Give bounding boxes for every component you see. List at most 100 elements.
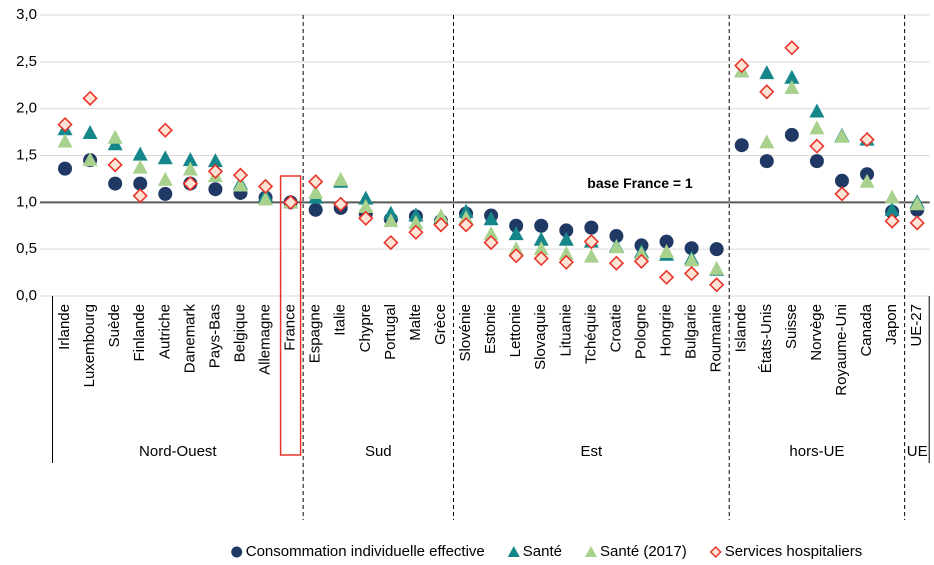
x-tick-label: Slovaquie: [532, 304, 549, 370]
group-label: UE: [907, 443, 928, 460]
x-tick-label: Luxembourg: [81, 304, 98, 387]
diamond: [709, 277, 725, 293]
triangle: [107, 129, 123, 144]
triangle: [182, 152, 198, 167]
x-tick-label: Bulgarie: [683, 304, 700, 359]
dot: [133, 176, 148, 191]
x-tick-label: Allemagne: [257, 304, 274, 375]
diamond: [157, 122, 173, 138]
y-tick-label: 2,0: [16, 100, 37, 117]
x-tick-label: Estonie: [482, 304, 499, 354]
triangle: [809, 120, 825, 135]
dot: [734, 138, 749, 153]
group-label: Nord-Ouest: [139, 443, 217, 460]
legend-marker: [231, 546, 243, 558]
triangle: [784, 69, 800, 84]
triangle: [57, 133, 73, 148]
triangle: [583, 248, 599, 263]
triangle: [533, 231, 549, 246]
x-tick-label: Irlande: [56, 304, 73, 350]
highlight-box: [279, 175, 302, 456]
diamond: [483, 234, 499, 251]
triangle: [508, 226, 524, 241]
triangle: [909, 196, 925, 211]
dot: [584, 220, 599, 235]
triangle: [82, 152, 98, 167]
diamond: [308, 174, 324, 190]
dot: [534, 218, 549, 233]
diamond: [433, 217, 449, 233]
legend-marker: [709, 545, 722, 559]
x-tick-label: Chypre: [357, 304, 374, 352]
diamond: [583, 234, 599, 250]
triangle: [182, 161, 198, 176]
dot: [108, 176, 123, 191]
y-tick-label: 1,5: [16, 146, 37, 163]
group-label: Sud: [365, 443, 392, 460]
triangle: [759, 134, 775, 149]
triangle: [358, 199, 374, 214]
x-tick-label: États-Unis: [758, 304, 775, 373]
legend-item: Santé (2017): [584, 543, 687, 560]
diamond: [533, 250, 549, 267]
x-tick-label: Portugal: [382, 304, 399, 360]
triangle: [157, 171, 173, 186]
diamond: [784, 40, 800, 56]
diamond: [834, 186, 850, 202]
diamond: [383, 234, 399, 251]
x-tick-label: Japon: [883, 304, 900, 345]
dot: [784, 127, 799, 142]
triangle: [633, 245, 649, 260]
triangle: [784, 80, 800, 95]
diamond: [132, 188, 148, 204]
triangle: [859, 173, 875, 188]
triangle: [433, 208, 449, 223]
triangle: [132, 146, 148, 161]
triangle: [483, 226, 499, 241]
triangle: [709, 260, 725, 275]
dot: [609, 229, 624, 244]
diamond: [207, 163, 224, 180]
x-tick-label: Danemark: [181, 304, 198, 374]
triangle: [834, 128, 850, 143]
dot: [834, 173, 849, 188]
triangle: [82, 125, 98, 140]
dot: [559, 223, 574, 238]
diamond: [333, 196, 349, 212]
diamond: [633, 253, 650, 269]
triangle: [333, 171, 349, 186]
x-tick-label: Canada: [858, 303, 875, 356]
diamond: [658, 269, 675, 285]
dot: [158, 186, 173, 201]
triangle: [759, 65, 775, 80]
triangle: [809, 103, 825, 118]
group-label: hors-UE: [789, 443, 844, 460]
dot: [809, 154, 824, 169]
diamond: [683, 265, 700, 282]
diamond: [859, 131, 875, 148]
diamond: [759, 84, 775, 100]
annotation: base France = 1: [587, 175, 693, 191]
diamond: [107, 157, 123, 173]
legend-label: Services hospitaliers: [725, 543, 863, 560]
group-label: Est: [581, 443, 604, 460]
x-tick-label: UE-27: [908, 304, 925, 347]
legend-label: Consommation individuelle effective: [246, 543, 485, 560]
diamond: [508, 248, 524, 264]
diamond: [232, 167, 249, 183]
triangle: [533, 241, 549, 256]
y-tick-label: 3,0: [16, 6, 37, 23]
triangle: [659, 243, 675, 258]
x-tick-label: Malte: [407, 304, 424, 341]
diamond: [282, 194, 299, 210]
legend-item: Santé: [507, 543, 562, 560]
dot: [659, 234, 674, 249]
triangle: [232, 177, 248, 192]
triangle: [558, 231, 574, 246]
diamond: [458, 217, 474, 233]
legend-label: Santé (2017): [600, 543, 687, 560]
x-tick-label: Lituanie: [557, 304, 574, 357]
x-tick-label: Grèce: [432, 304, 449, 345]
triangle: [358, 190, 374, 205]
